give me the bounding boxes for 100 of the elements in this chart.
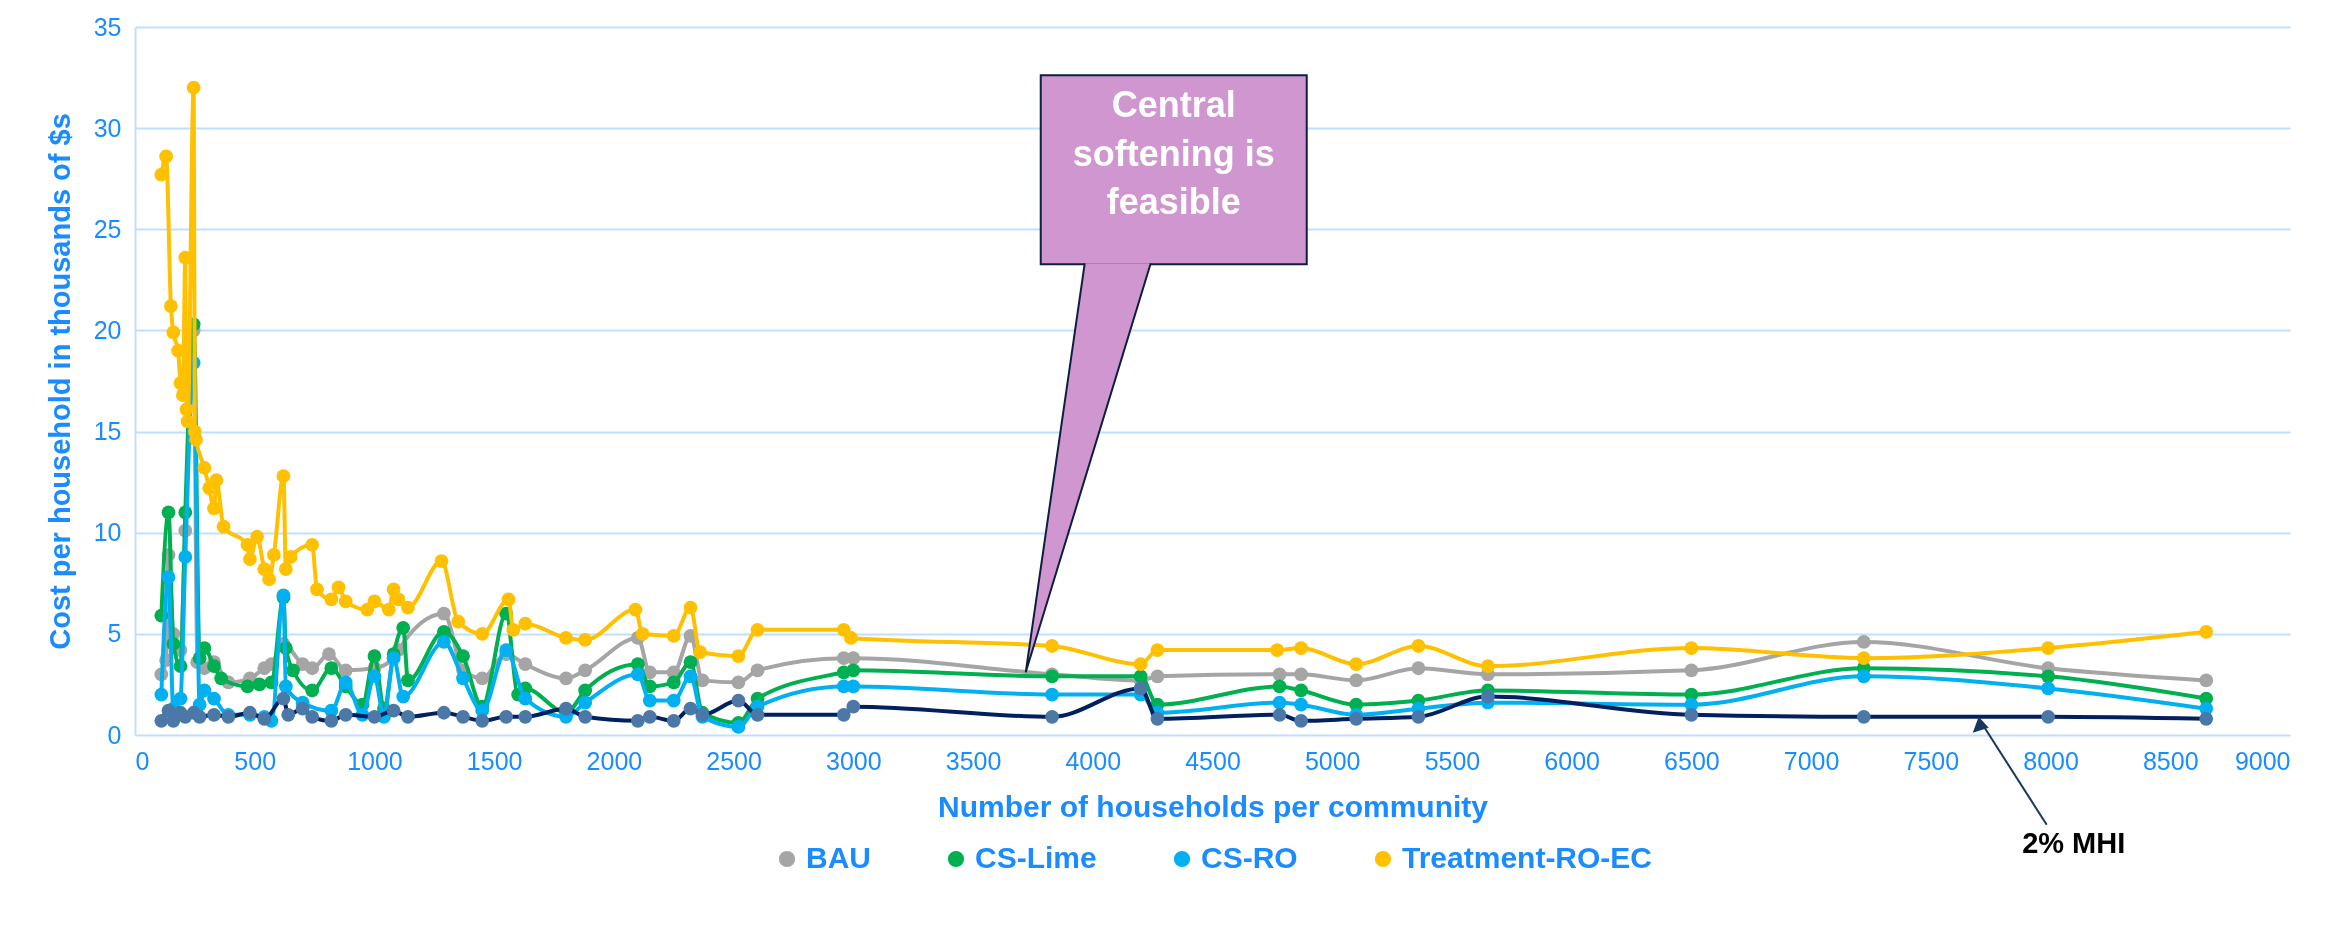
point [278, 679, 293, 694]
point [178, 550, 193, 564]
point [1411, 661, 1426, 676]
point [731, 675, 746, 690]
x-tick-label: 2500 [706, 746, 762, 775]
y-tick-label: 10 [93, 518, 122, 547]
point [324, 661, 339, 676]
point [286, 663, 300, 678]
legend-label: CS-RO [1201, 841, 1298, 874]
point [396, 689, 411, 704]
point [683, 669, 698, 684]
point [695, 673, 710, 688]
point [1272, 695, 1287, 710]
point [436, 635, 451, 649]
point [1684, 663, 1699, 678]
point [161, 505, 176, 520]
point [367, 649, 382, 663]
x-tick-label: 500 [234, 746, 277, 775]
y-tick-label: 0 [107, 720, 122, 749]
point [436, 606, 451, 621]
point [518, 691, 533, 706]
point [1294, 683, 1308, 698]
point [1272, 679, 1287, 694]
point [499, 643, 514, 657]
point [630, 667, 645, 682]
y-tick-label: 20 [93, 315, 122, 344]
x-tick-label: 5500 [1424, 746, 1481, 775]
y-tick-label: 5 [107, 619, 122, 648]
point [559, 671, 573, 686]
point [338, 675, 353, 690]
point [578, 683, 593, 698]
point [1349, 673, 1364, 688]
point [846, 663, 861, 678]
legend-label: BAU [806, 841, 871, 874]
y-tick-label: 25 [93, 214, 122, 243]
point [750, 663, 765, 678]
point [1294, 667, 1308, 682]
point [666, 675, 681, 690]
point [2199, 673, 2214, 688]
x-tick-label: 1000 [347, 746, 403, 775]
x-tick-label: 7500 [1903, 746, 1960, 775]
point [401, 673, 415, 688]
legend-label: Treatment-RO-EC [1402, 841, 1653, 874]
point [1045, 687, 1059, 702]
point [305, 683, 320, 698]
point [456, 671, 470, 686]
x-tick-label: 6000 [1544, 746, 1600, 775]
point [338, 663, 353, 678]
point [1856, 669, 1871, 684]
x-tick-label: 9000 [2234, 746, 2291, 775]
x-tick-label: 4000 [1065, 746, 1122, 775]
x-tick-label: 6500 [1664, 746, 1720, 775]
point [846, 651, 861, 666]
x-tick-label: 2000 [586, 746, 643, 775]
point [1272, 667, 1287, 682]
y-tick-label: 35 [93, 12, 122, 41]
point [2041, 669, 2056, 684]
point [396, 620, 411, 635]
point [2041, 681, 2056, 696]
x-tick-label: 0 [135, 746, 150, 775]
y-tick-label: 30 [93, 113, 122, 142]
point [1133, 669, 1148, 684]
point [1856, 635, 1871, 649]
point [207, 659, 221, 674]
point [1294, 697, 1308, 712]
point [456, 649, 470, 663]
x-tick-label: 4500 [1185, 746, 1241, 775]
x-tick-label: 8000 [2023, 746, 2079, 775]
x-axis-title: Number of households per community [937, 789, 1489, 823]
point [207, 691, 221, 706]
point [731, 720, 746, 734]
x-tick-label: 5000 [1304, 746, 1361, 775]
x-tick-label: 3000 [826, 746, 882, 775]
point [666, 693, 681, 708]
point [518, 657, 533, 672]
y-tick-label: 15 [93, 417, 122, 446]
annotation: 2% MHI [2022, 826, 2126, 859]
point [475, 671, 490, 686]
point [578, 695, 593, 710]
x-tick-label: 7000 [1783, 746, 1840, 775]
point [683, 655, 698, 670]
x-tick-label: 3500 [945, 746, 1002, 775]
point [322, 647, 336, 661]
point [578, 663, 593, 678]
x-tick-label: 1500 [466, 746, 523, 775]
point [846, 679, 861, 694]
annotation: Central softening is feasible [1072, 84, 1275, 223]
legend-label: CS-Lime [975, 841, 1097, 874]
point [305, 661, 320, 676]
point [367, 669, 382, 684]
point [173, 691, 188, 706]
x-tick-label: 8500 [2142, 746, 2199, 775]
point [154, 687, 169, 702]
point [1150, 669, 1165, 684]
point [214, 671, 229, 686]
point [252, 677, 267, 692]
point [642, 693, 657, 708]
point [240, 679, 255, 694]
y-axis-title: Cost per household in thousands of $s [43, 113, 76, 650]
point [161, 570, 176, 585]
